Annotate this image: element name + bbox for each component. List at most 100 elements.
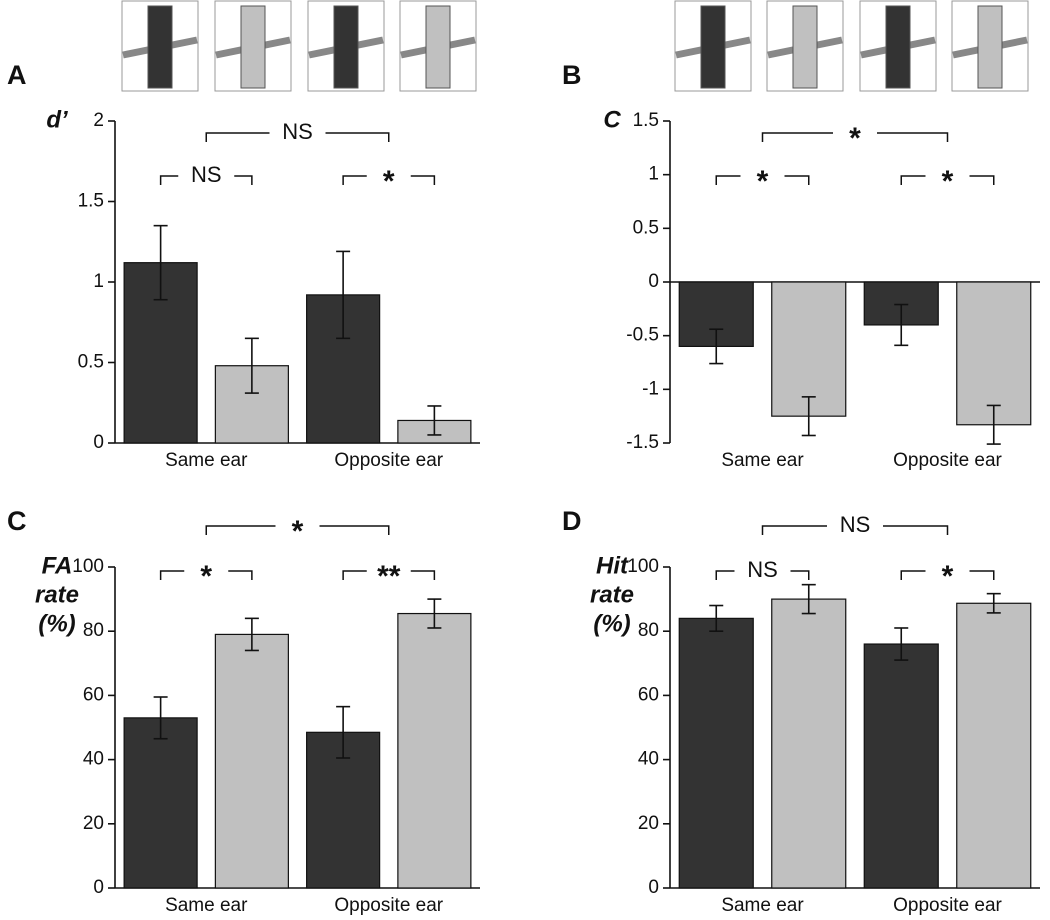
- significance-bracket: [159, 570, 253, 580]
- bar: [771, 281, 847, 417]
- bar: [956, 281, 1032, 426]
- panel-label: A: [7, 60, 27, 90]
- error-bar: [244, 617, 259, 652]
- significance-label: *: [200, 560, 212, 593]
- y-tick-label: 1: [93, 271, 104, 292]
- y-tick-label: 0: [648, 877, 659, 898]
- x-tick-label: Opposite ear: [334, 450, 443, 471]
- y-axis-label: d’: [46, 106, 68, 133]
- icon-bar: [147, 5, 173, 89]
- stimulus-icon: [951, 0, 1029, 92]
- bar: [678, 617, 754, 889]
- significance-label: *: [942, 560, 954, 593]
- significance-label: NS: [191, 162, 222, 187]
- x-tick-label: Opposite ear: [334, 895, 443, 916]
- error-bar: [894, 627, 909, 661]
- significance-bracket: [761, 525, 949, 535]
- significance-bracket: [159, 175, 253, 185]
- y-tick-label: 0.5: [633, 217, 659, 238]
- bar: [771, 598, 847, 889]
- significance-bracket: [205, 525, 390, 535]
- y-tick-label: -0.5: [626, 325, 659, 346]
- stimulus-icon: [674, 0, 752, 92]
- y-axis-label: rate: [35, 581, 79, 608]
- y-tick-label: 60: [83, 684, 104, 705]
- error-bar: [801, 396, 816, 437]
- y-axis-label: Hit: [596, 552, 629, 579]
- icon-bar: [885, 5, 911, 89]
- bar: [956, 602, 1032, 889]
- significance-bracket: [715, 175, 810, 185]
- significance-bracket: [715, 570, 810, 580]
- significance-label: **: [377, 560, 401, 593]
- y-tick-label: 2: [93, 110, 104, 131]
- y-tick-label: 0.5: [78, 352, 104, 373]
- error-bar: [986, 404, 1001, 445]
- x-tick-label: Same ear: [721, 450, 804, 471]
- error-bar: [153, 224, 168, 301]
- y-tick-label: 0: [93, 432, 104, 453]
- significance-bracket: [900, 570, 995, 580]
- error-bar: [894, 303, 909, 347]
- error-bar: [244, 337, 259, 394]
- stimulus-icon: [766, 0, 844, 92]
- stimulus-icon: [859, 0, 937, 92]
- significance-bracket: [205, 132, 390, 142]
- significance-label: NS: [747, 557, 778, 582]
- error-bar: [427, 405, 442, 436]
- y-tick-label: 40: [83, 749, 104, 770]
- x-tick-label: Same ear: [165, 450, 248, 471]
- significance-label: NS: [282, 119, 313, 144]
- x-tick-label: Same ear: [165, 895, 248, 916]
- y-tick-label: 1.5: [78, 191, 104, 212]
- error-bar: [986, 592, 1001, 614]
- error-bar: [709, 328, 724, 365]
- y-tick-label: 100: [627, 556, 659, 577]
- error-bar: [801, 583, 816, 615]
- significance-label: *: [942, 165, 954, 198]
- stimulus-icon: [399, 0, 477, 92]
- y-tick-label: 80: [638, 620, 659, 641]
- y-tick-label: 20: [83, 813, 104, 834]
- significance-label: *: [757, 165, 769, 198]
- y-axis-label: rate: [590, 581, 634, 608]
- y-axis-label: (%): [38, 610, 75, 637]
- icon-bar: [425, 5, 451, 89]
- bar: [863, 643, 939, 889]
- panel-label: C: [7, 506, 27, 536]
- y-axis-label: FA: [42, 552, 73, 579]
- significance-bracket: [342, 175, 436, 185]
- significance-label: *: [292, 515, 304, 548]
- icon-bar: [240, 5, 266, 89]
- y-tick-label: 1: [648, 164, 659, 185]
- icon-bar: [700, 5, 726, 89]
- icon-bar: [792, 5, 818, 89]
- error-bar: [336, 705, 351, 759]
- significance-bracket: [342, 570, 436, 580]
- icon-bar: [333, 5, 359, 89]
- panel-label: B: [562, 60, 582, 90]
- y-tick-label: -1: [642, 378, 659, 399]
- y-tick-label: 20: [638, 813, 659, 834]
- bar: [214, 633, 289, 889]
- significance-bracket: [761, 132, 949, 142]
- y-tick-label: 0: [93, 877, 104, 898]
- panel-label: D: [562, 506, 582, 536]
- y-tick-label: 0: [648, 271, 659, 292]
- y-tick-label: -1.5: [626, 432, 659, 453]
- y-tick-label: 100: [72, 556, 104, 577]
- y-tick-label: 40: [638, 749, 659, 770]
- stimulus-icon: [214, 0, 292, 92]
- y-tick-label: 80: [83, 620, 104, 641]
- bar: [397, 612, 472, 889]
- x-tick-label: Opposite ear: [893, 895, 1002, 916]
- y-tick-label: 60: [638, 684, 659, 705]
- significance-label: *: [383, 165, 395, 198]
- significance-bracket: [900, 175, 995, 185]
- y-axis-label: (%): [593, 610, 630, 637]
- significance-label: *: [849, 122, 861, 155]
- error-bar: [153, 696, 168, 740]
- error-bar: [709, 604, 724, 633]
- stimulus-icon: [121, 0, 199, 92]
